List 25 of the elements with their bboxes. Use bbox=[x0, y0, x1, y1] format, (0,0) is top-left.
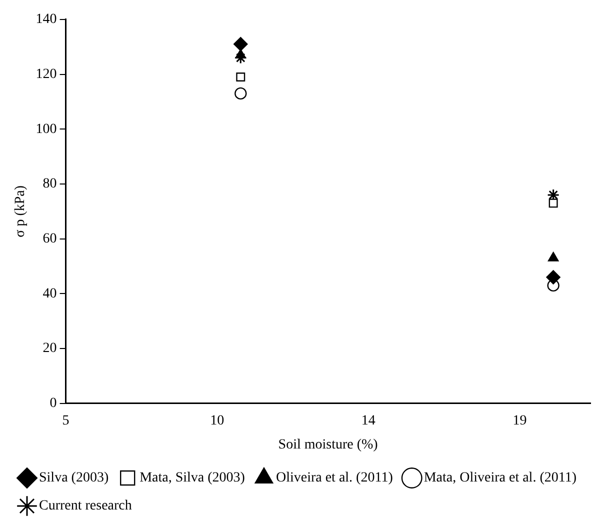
x-tick-label: 5 bbox=[62, 413, 70, 428]
y-tick-label: 0 bbox=[50, 396, 57, 412]
point bbox=[548, 198, 558, 208]
x-axis-title: Soil moisture (%) bbox=[278, 437, 378, 452]
x-tick-label: 10 bbox=[210, 413, 224, 428]
x-tick-label: 14 bbox=[361, 413, 376, 428]
point bbox=[234, 87, 247, 100]
point bbox=[546, 270, 560, 284]
legend-label: Silva (2003) bbox=[39, 470, 109, 486]
y-tick-label: 100 bbox=[36, 122, 57, 137]
point bbox=[234, 36, 248, 52]
x-tick-label: 19 bbox=[512, 413, 527, 428]
legend-label: Oliveira et al. (2011) bbox=[276, 470, 394, 486]
legend-label: Mata, Oliveira et al. (2011) bbox=[424, 470, 577, 486]
y-tick-label: 60 bbox=[42, 232, 57, 246]
y-tick-label: 20 bbox=[42, 341, 57, 356]
point bbox=[236, 72, 246, 82]
y-tick-label: 120 bbox=[36, 66, 57, 82]
point bbox=[234, 52, 247, 64]
y-tick-label: 80 bbox=[42, 176, 57, 192]
y-axis-title: σ p (kPa) bbox=[13, 185, 28, 238]
legend-label: Current research bbox=[39, 498, 132, 514]
y-tick-label: 140 bbox=[36, 12, 57, 28]
legend-label: Mata, Silva (2003) bbox=[140, 470, 246, 486]
y-tick-label: 40 bbox=[42, 286, 57, 302]
